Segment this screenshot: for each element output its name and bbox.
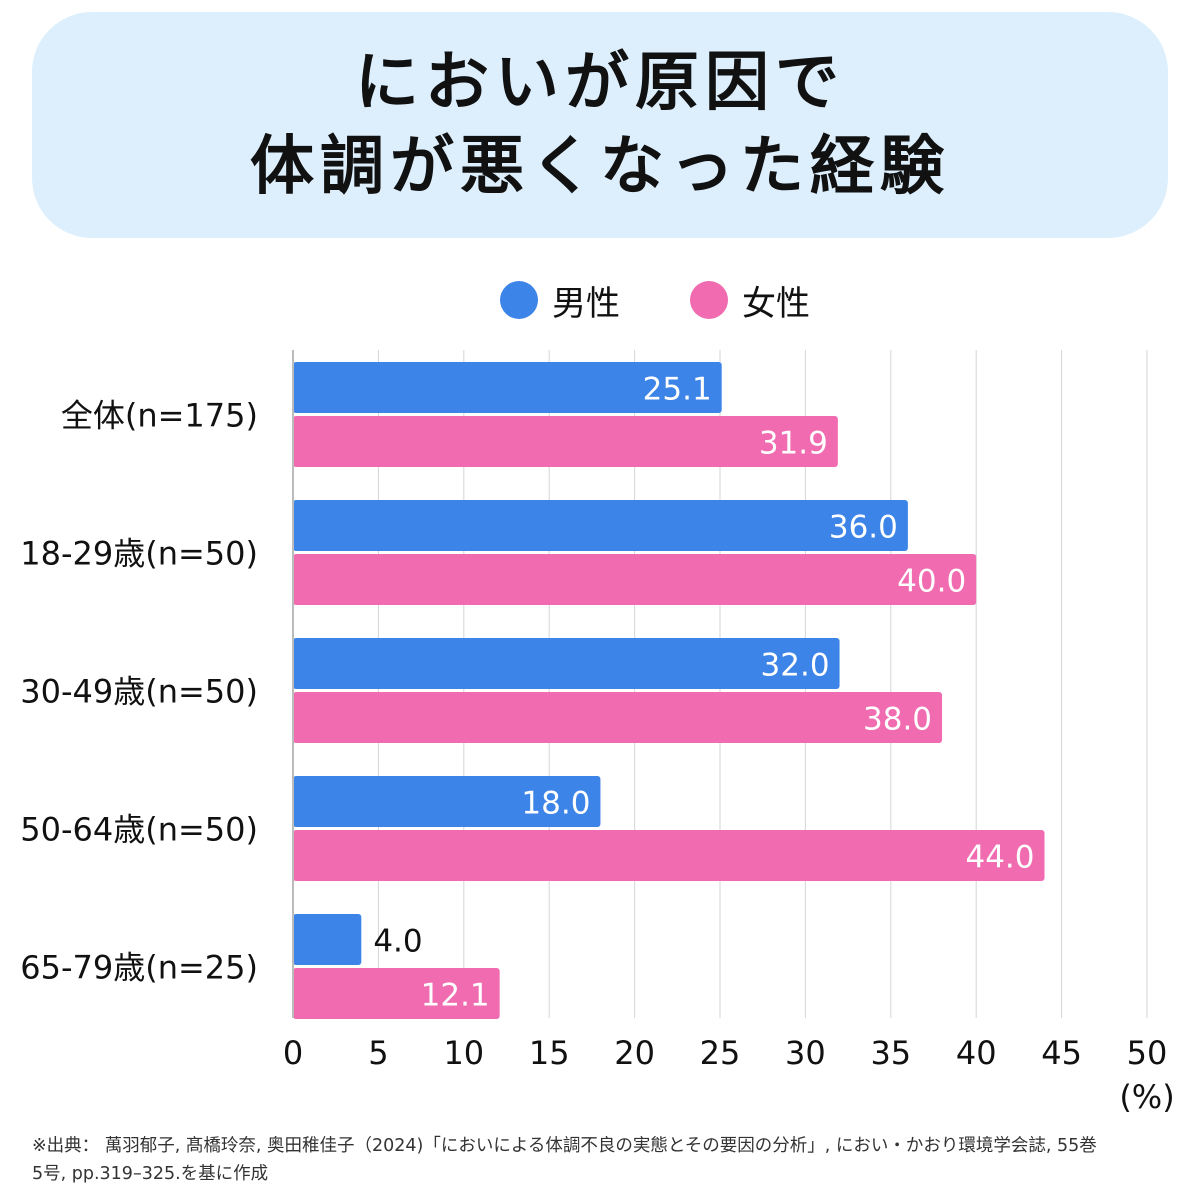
category-label: 全体(n=175) (61, 397, 258, 435)
legend-item-male: 男性 (500, 276, 620, 325)
data-label: 31.9 (759, 426, 828, 462)
data-label: 44.0 (965, 840, 1034, 876)
bar-female (293, 416, 838, 467)
footnote-line-2: 5号, pp.319–325.を基に作成 (32, 1164, 269, 1184)
legend-label-female: 女性 (742, 283, 810, 324)
legend-swatch-female (690, 281, 728, 319)
x-tick-label: 10 (443, 1034, 484, 1072)
x-axis-unit: (%) (1119, 1078, 1174, 1116)
data-label: 32.0 (761, 648, 830, 684)
x-tick-label: 25 (700, 1034, 741, 1072)
chart-title-line-1: においが原因で (355, 46, 845, 120)
x-tick-label: 45 (1041, 1034, 1082, 1072)
chart-title-line-2: 体調が悪くなった経験 (250, 130, 950, 204)
x-tick-label: 5 (368, 1034, 388, 1072)
data-label: 25.1 (643, 372, 712, 408)
x-tick-label: 20 (614, 1034, 655, 1072)
x-tick-label: 40 (956, 1034, 997, 1072)
data-label: 4.0 (373, 924, 422, 960)
title-banner: においが原因で 体調が悪くなった経験 (32, 12, 1168, 238)
bar-male (293, 638, 840, 689)
bar-male (293, 500, 908, 551)
legend: 男性 女性 (0, 272, 1200, 328)
data-label: 38.0 (863, 702, 932, 738)
footnote: ※出典： 萬羽郁子, 髙橋玲奈, 奥田稚佳子（2024)「においによる体調不良の… (32, 1132, 1172, 1188)
data-label: 18.0 (521, 786, 590, 822)
legend-label-male: 男性 (552, 283, 620, 324)
x-tick-label: 50 (1127, 1034, 1168, 1072)
bar-chart: 全体(n=175) 25.1 31.9 18-29歳(n=50) 36.0 40.0 30-… (20, 350, 1175, 1116)
bar-female (293, 692, 943, 743)
legend-swatch-male (500, 281, 538, 319)
bar-male (293, 776, 601, 827)
category-label: 65-79歳(n=25) (20, 949, 258, 987)
data-label: 36.0 (829, 510, 898, 546)
bar-female (293, 830, 1045, 881)
data-label: 12.1 (421, 978, 490, 1014)
data-label: 40.0 (897, 564, 966, 600)
bar-female (293, 554, 977, 605)
bar-male (293, 914, 362, 965)
category-label: 30-49歳(n=50) (20, 673, 258, 711)
x-tick-label: 30 (785, 1034, 826, 1072)
bar-male (293, 362, 722, 413)
legend-item-female: 女性 (690, 276, 810, 325)
bar-female (293, 968, 500, 1019)
category-label: 18-29歳(n=50) (20, 535, 258, 573)
category-label: 50-64歳(n=50) (20, 811, 258, 849)
x-tick-label: 15 (529, 1034, 570, 1072)
x-tick-label: 35 (870, 1034, 911, 1072)
footnote-line-1: ※出典： 萬羽郁子, 髙橋玲奈, 奥田稚佳子（2024)「においによる体調不良の… (32, 1136, 1097, 1156)
x-tick-label: 0 (283, 1034, 303, 1072)
